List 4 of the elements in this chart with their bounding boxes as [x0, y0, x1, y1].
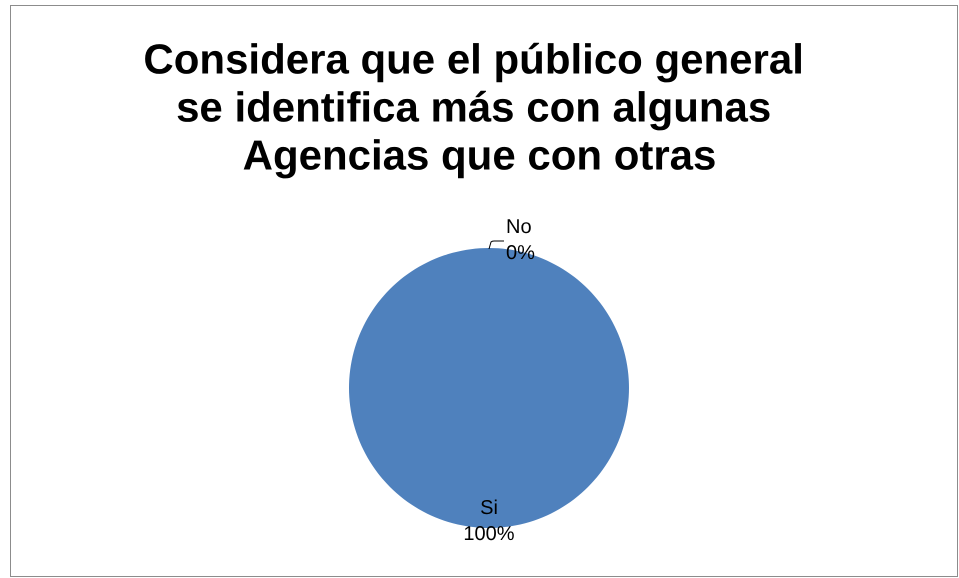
data-label: 100%: [463, 523, 515, 545]
category-label: No: [506, 216, 532, 238]
chart-title: Considera que el público general se identifica más con algunas Agencias que con otras: [143, 36, 816, 178]
slice-label: Si: [480, 497, 498, 519]
